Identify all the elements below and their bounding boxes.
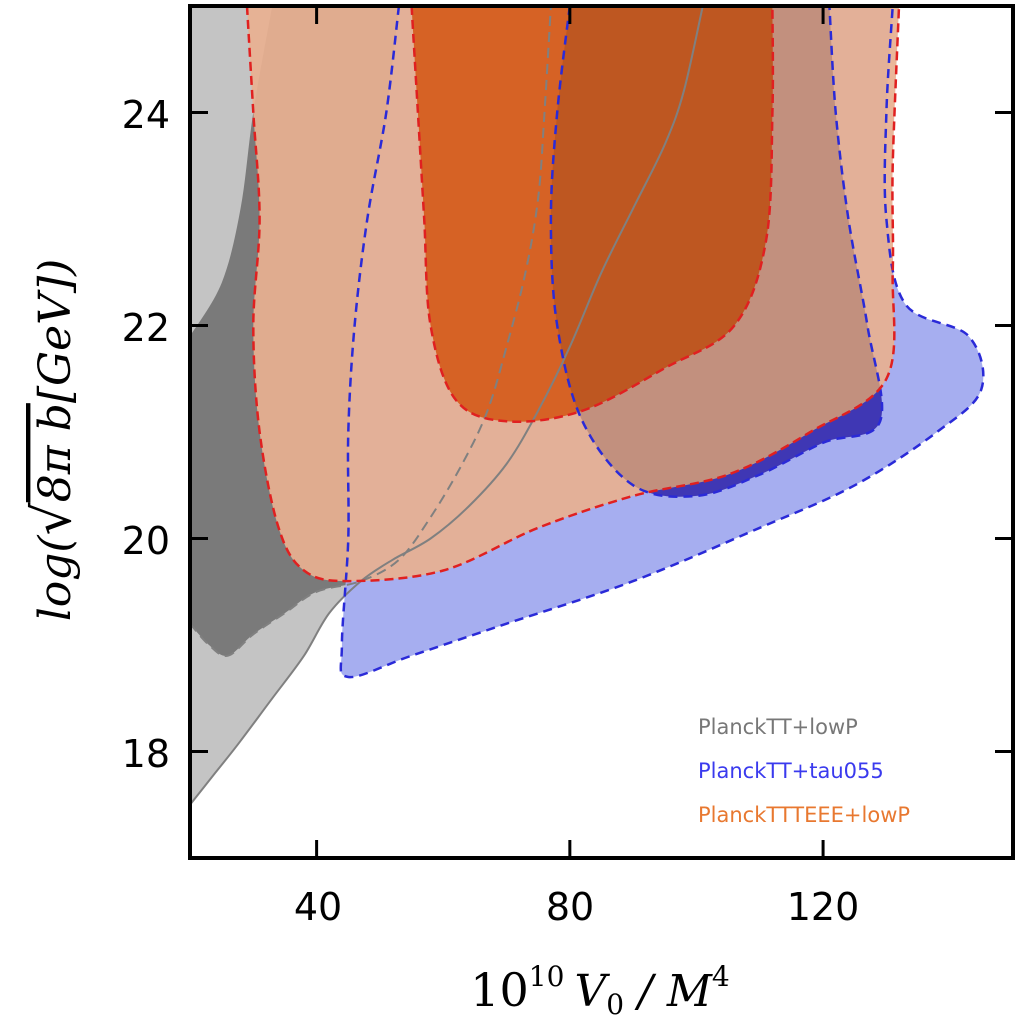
y-tick-label-18: 18 bbox=[122, 732, 170, 776]
y-axis-label: log(√8π b[GeV]) bbox=[23, 259, 83, 622]
planckttteee-lowp-68-region bbox=[411, 6, 773, 422]
legend-entry-plancktt-tau055: PlanckTT+tau055 bbox=[698, 759, 884, 783]
contour-layer bbox=[190, 6, 985, 806]
legend-entry-planckttteee-lowp: PlanckTTTEEE+lowP bbox=[698, 803, 910, 827]
plancktt-lowp-95-line bbox=[190, 6, 704, 806]
planckttteee-lowp-95-line bbox=[245, 6, 901, 583]
axis-ticks bbox=[190, 6, 1013, 858]
plancktt-lowp-68-left-edge bbox=[190, 6, 273, 337]
y-tick-label-22: 22 bbox=[122, 306, 170, 350]
svg-text:log(√8π b[GeV]): log(√8π b[GeV]) bbox=[23, 259, 83, 622]
y-tick-label-24: 24 bbox=[122, 93, 170, 137]
overlap-shading bbox=[550, 6, 883, 497]
x-tick-label-80: 80 bbox=[546, 885, 594, 929]
x-axis-label: 1010 V0 / M4 bbox=[470, 960, 729, 1021]
x-tick-label-120: 120 bbox=[787, 885, 860, 929]
planckttteee-lowp-68-line bbox=[410, 6, 775, 423]
plot-frame bbox=[188, 4, 1015, 860]
plancktt-tau055-68-line bbox=[549, 6, 884, 498]
y-tick-label-20: 20 bbox=[122, 519, 170, 563]
legend-entry-plancktt-lowp: PlanckTT+lowP bbox=[698, 715, 858, 739]
plancktt-lowp-68-line bbox=[190, 6, 552, 657]
legend: PlanckTT+lowP PlanckTT+tau055 PlanckTTTE… bbox=[698, 715, 910, 827]
plancktt-tau055-95-line bbox=[339, 6, 985, 679]
x-tick-label-40: 40 bbox=[294, 885, 342, 929]
